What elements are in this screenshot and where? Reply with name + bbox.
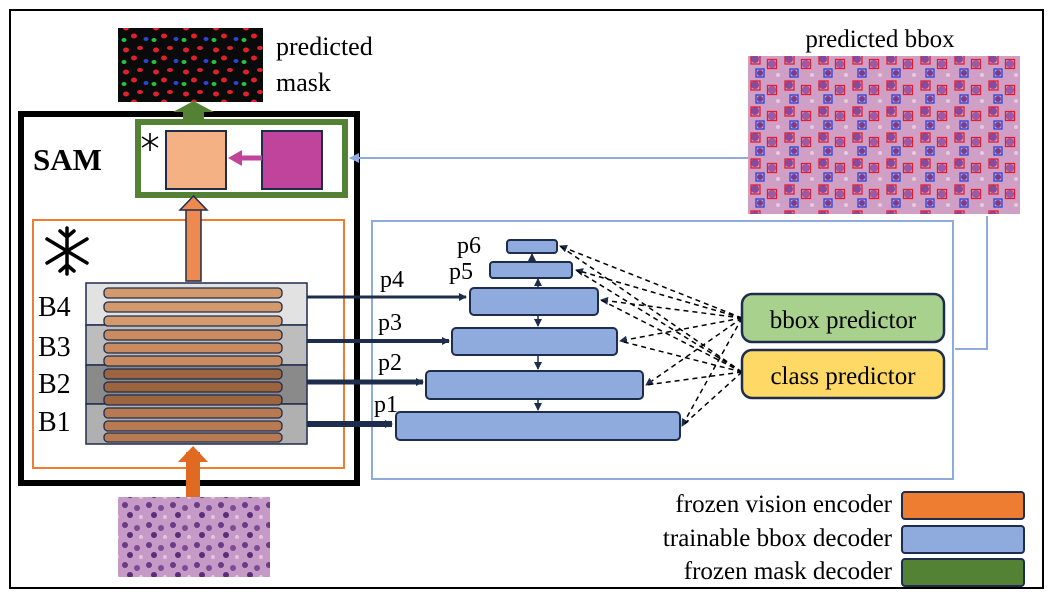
block-label-b2: B2 xyxy=(38,369,71,400)
legend-swatch-mask-decoder xyxy=(901,558,1025,587)
head-connections xyxy=(559,244,743,427)
pyramid-label-p6: p6 xyxy=(457,233,481,259)
pyramid-level-p3 xyxy=(451,327,618,356)
legend-label-encoder: frozen vision encoder xyxy=(675,491,892,518)
block-label-b4: B4 xyxy=(38,292,71,323)
mask-module-box xyxy=(261,130,323,190)
legend-swatch-bbox-decoder xyxy=(901,525,1025,554)
pyramid-level-p5 xyxy=(489,261,573,279)
predicted-mask-image xyxy=(118,28,263,102)
legend-swatch-encoder xyxy=(901,491,1025,520)
bbox-decoder-frame xyxy=(371,220,954,480)
input-arrow xyxy=(186,452,200,498)
predicted-bbox-image xyxy=(748,56,1020,214)
bbox-predictor-label: bbox predictor xyxy=(770,307,917,334)
class-predictor-head xyxy=(740,348,946,400)
snowflake-icon-mask xyxy=(141,133,159,151)
pyramid-label-p3: p3 xyxy=(378,310,402,336)
pyramid-level-p1 xyxy=(395,411,681,441)
block-label-b3: B3 xyxy=(38,332,71,363)
snowflake-icon-encoder xyxy=(45,226,89,276)
bbox-output-line xyxy=(955,216,988,350)
input-image xyxy=(118,497,270,577)
pyramid-level-p4 xyxy=(469,287,599,316)
prompt-encoder-box xyxy=(165,130,227,190)
pyramid-label-p4: p4 xyxy=(380,267,404,293)
mask-output-arrow xyxy=(173,101,214,120)
class-predictor-label: class predictor xyxy=(770,363,916,390)
pyramid-label-p1: p1 xyxy=(374,392,398,418)
encoder-to-decoder-arrow xyxy=(185,207,202,282)
transformer-layers xyxy=(103,287,283,443)
pyramid-connectors xyxy=(528,253,542,411)
sam-label: SAM xyxy=(33,142,102,177)
legend-label-bbox-decoder: trainable bbox decoder xyxy=(663,525,893,552)
bbox-predictor-head xyxy=(740,292,946,344)
pyramid-label-p2: p2 xyxy=(378,350,402,376)
pyramid-level-p6 xyxy=(506,239,558,254)
predicted-mask-label-line1: predicted xyxy=(276,32,373,61)
legend-label-mask-decoder: frozen mask decoder xyxy=(684,558,893,585)
block-label-b1: B1 xyxy=(38,407,71,438)
predicted-mask-label-line2: mask xyxy=(276,68,331,97)
pyramid-level-p2 xyxy=(425,370,644,400)
outer-border xyxy=(9,9,1044,589)
feature-arrows xyxy=(307,293,467,428)
pyramid-label-p5: p5 xyxy=(449,259,473,285)
legend: frozen vision encoder trainable bbox dec… xyxy=(663,491,1025,587)
predicted-bbox-label: predicted bbox xyxy=(805,26,955,53)
